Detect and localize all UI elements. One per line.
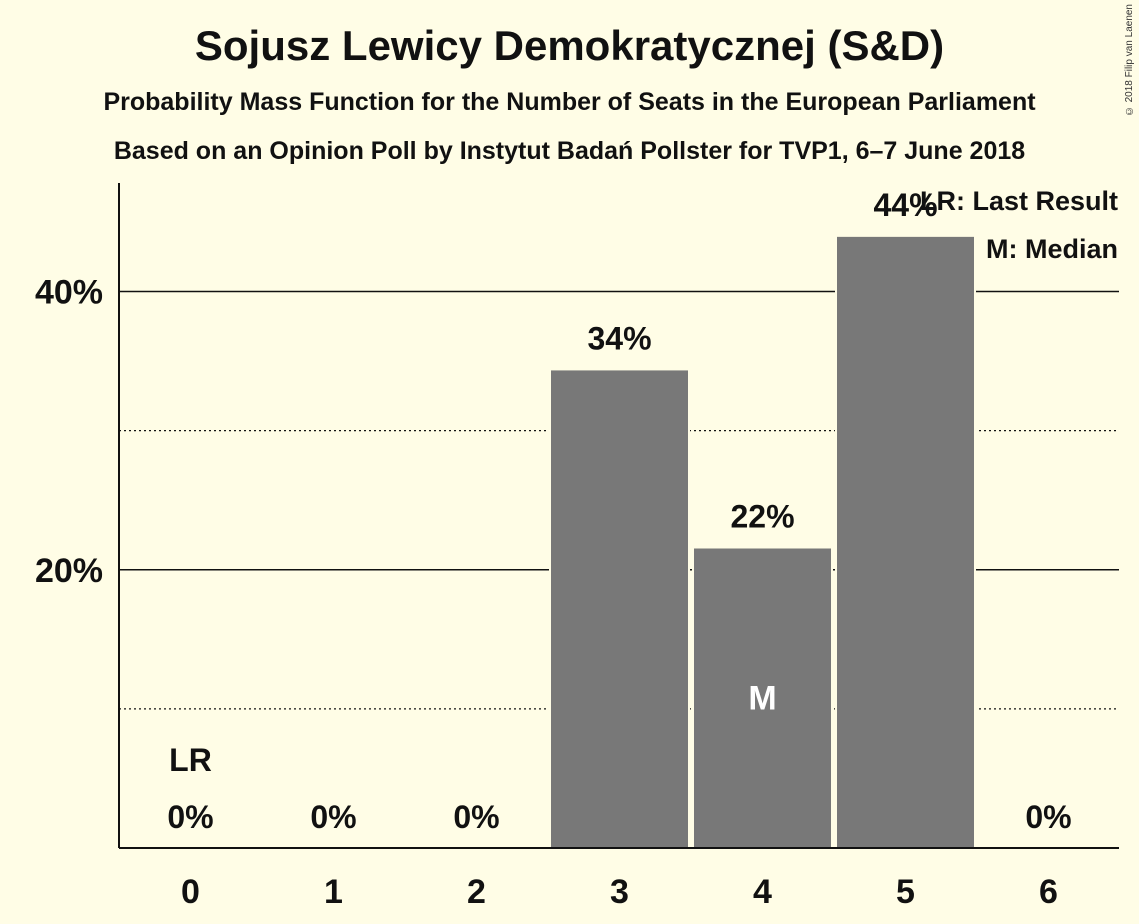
data-label: 44%	[873, 187, 937, 223]
bar-3	[549, 368, 690, 849]
chart-title: Sojusz Lewicy Demokratycznej (S&D)	[194, 22, 945, 69]
legend-median: M: Median	[986, 234, 1118, 264]
bar-5	[835, 234, 976, 850]
x-tick-label: 0	[181, 873, 200, 911]
x-tick-label: 6	[1039, 873, 1058, 911]
chart-subtitle: Probability Mass Function for the Number…	[103, 88, 1036, 116]
data-label: 34%	[587, 320, 651, 356]
data-label: 0%	[167, 799, 213, 835]
data-label: 22%	[730, 498, 794, 534]
x-tick-label: 4	[753, 873, 772, 911]
y-tick-label: 20%	[35, 552, 103, 590]
x-tick-label: 2	[467, 873, 486, 911]
median-marker: M	[748, 680, 776, 718]
y-tick-label: 40%	[35, 274, 103, 312]
last-result-marker: LR	[169, 742, 212, 778]
bar-4	[692, 546, 833, 850]
data-label: 0%	[1025, 799, 1071, 835]
data-label: 0%	[310, 799, 356, 835]
legend-last-result: LR: Last Result	[920, 186, 1118, 216]
x-tick-label: 5	[896, 873, 915, 911]
data-label: 0%	[453, 799, 499, 835]
x-tick-label: 1	[324, 873, 343, 911]
x-tick-label: 3	[610, 873, 629, 911]
chart-subtitle-source: Based on an Opinion Poll by Instytut Bad…	[113, 137, 1026, 165]
